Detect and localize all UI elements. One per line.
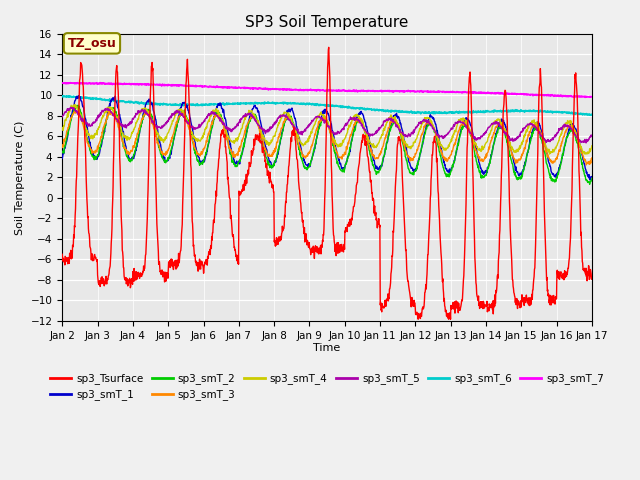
sp3_smT_2: [588, 176, 596, 181]
sp3_smT_6: [164, 102, 172, 108]
Text: TZ_osu: TZ_osu: [68, 37, 116, 50]
sp3_smT_4: [177, 107, 184, 113]
sp3_smT_7: [525, 92, 533, 97]
Line: sp3_smT_6: sp3_smT_6: [62, 96, 592, 115]
sp3_smT_5: [236, 119, 243, 125]
sp3_smT_3: [588, 156, 596, 162]
sp3_Tsurface: [447, 316, 454, 322]
sp3_Tsurface: [526, 303, 534, 309]
sp3_smT_7: [410, 88, 417, 94]
sp3_smT_5: [582, 140, 590, 146]
sp3_smT_5: [177, 110, 184, 116]
sp3_smT_5: [410, 128, 417, 133]
sp3_smT_1: [410, 168, 417, 173]
sp3_smT_6: [65, 93, 72, 99]
sp3_smT_6: [177, 103, 184, 108]
sp3_smT_2: [236, 157, 243, 163]
sp3_smT_4: [410, 139, 417, 145]
sp3_smT_2: [525, 143, 533, 148]
sp3_smT_2: [164, 157, 172, 163]
sp3_Tsurface: [176, 251, 184, 256]
sp3_smT_3: [58, 144, 66, 150]
Line: sp3_smT_4: sp3_smT_4: [62, 105, 592, 154]
sp3_smT_4: [236, 132, 243, 137]
Line: sp3_smT_3: sp3_smT_3: [62, 110, 592, 165]
sp3_smT_2: [410, 170, 417, 176]
sp3_smT_3: [164, 149, 172, 155]
sp3_smT_1: [177, 106, 184, 111]
sp3_Tsurface: [479, 306, 487, 312]
sp3_smT_7: [74, 80, 81, 85]
Legend: sp3_Tsurface, sp3_smT_1, sp3_smT_2, sp3_smT_3, sp3_smT_4, sp3_smT_5, sp3_smT_6, : sp3_Tsurface, sp3_smT_1, sp3_smT_2, sp3_…: [46, 369, 608, 405]
sp3_Tsurface: [325, 45, 333, 50]
sp3_smT_5: [525, 121, 533, 127]
sp3_smT_3: [410, 155, 417, 161]
sp3_smT_2: [58, 149, 66, 155]
Line: sp3_Tsurface: sp3_Tsurface: [62, 48, 592, 319]
Y-axis label: Soil Temperature (C): Soil Temperature (C): [15, 120, 25, 235]
sp3_smT_2: [586, 181, 593, 187]
sp3_smT_4: [58, 126, 66, 132]
sp3_smT_3: [582, 162, 590, 168]
sp3_smT_4: [70, 102, 78, 108]
sp3_smT_3: [72, 108, 80, 113]
sp3_smT_4: [581, 151, 589, 157]
sp3_smT_7: [581, 95, 589, 100]
sp3_smT_2: [74, 102, 82, 108]
sp3_smT_7: [164, 83, 172, 88]
sp3_smT_4: [525, 121, 533, 127]
sp3_Tsurface: [588, 275, 596, 280]
sp3_smT_5: [588, 133, 596, 139]
sp3_smT_5: [58, 114, 66, 120]
sp3_Tsurface: [163, 272, 171, 278]
sp3_smT_1: [75, 93, 83, 98]
sp3_smT_1: [236, 161, 243, 167]
sp3_smT_1: [164, 157, 172, 163]
Title: SP3 Soil Temperature: SP3 Soil Temperature: [245, 15, 409, 30]
sp3_Tsurface: [58, 252, 66, 257]
sp3_smT_2: [479, 173, 486, 179]
sp3_smT_7: [58, 80, 66, 86]
sp3_smT_5: [164, 120, 172, 125]
sp3_smT_6: [525, 108, 533, 114]
sp3_smT_3: [236, 148, 243, 154]
X-axis label: Time: Time: [314, 344, 340, 353]
sp3_smT_6: [479, 108, 486, 114]
Line: sp3_smT_2: sp3_smT_2: [62, 105, 592, 184]
sp3_smT_2: [177, 112, 184, 118]
sp3_smT_6: [236, 101, 243, 107]
sp3_smT_6: [588, 111, 596, 117]
sp3_smT_6: [58, 94, 66, 99]
sp3_smT_5: [67, 104, 75, 110]
sp3_smT_5: [479, 133, 486, 139]
sp3_smT_1: [588, 174, 596, 180]
sp3_smT_3: [479, 157, 486, 163]
Line: sp3_smT_7: sp3_smT_7: [62, 83, 592, 97]
sp3_Tsurface: [236, 189, 243, 195]
sp3_smT_4: [588, 143, 596, 149]
sp3_smT_1: [586, 177, 594, 183]
sp3_smT_7: [177, 82, 184, 88]
Line: sp3_smT_5: sp3_smT_5: [62, 107, 592, 143]
sp3_smT_1: [525, 143, 533, 148]
sp3_smT_1: [479, 168, 486, 174]
sp3_smT_1: [58, 156, 66, 161]
sp3_smT_7: [479, 90, 486, 96]
sp3_smT_7: [588, 94, 596, 99]
sp3_smT_4: [164, 131, 172, 136]
sp3_smT_3: [177, 113, 184, 119]
sp3_smT_4: [479, 146, 486, 152]
sp3_Tsurface: [410, 301, 417, 307]
Line: sp3_smT_1: sp3_smT_1: [62, 96, 592, 180]
sp3_smT_3: [525, 129, 533, 134]
sp3_smT_6: [587, 112, 595, 118]
sp3_smT_6: [410, 109, 417, 115]
sp3_smT_7: [236, 85, 243, 91]
